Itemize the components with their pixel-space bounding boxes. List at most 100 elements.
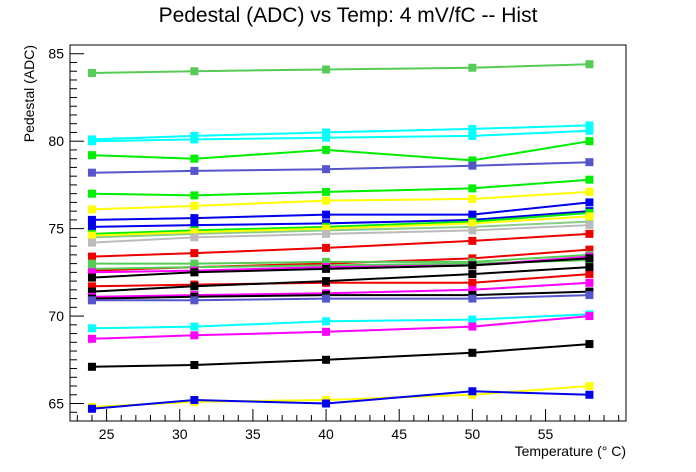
data-point — [87, 273, 96, 282]
x-tick-label: 25 — [99, 426, 115, 442]
chart-title: Pedestal (ADC) vs Temp: 4 mV/fC -- Hist — [158, 4, 538, 27]
series-27 — [87, 382, 594, 412]
series-3 — [87, 137, 594, 165]
data-point — [190, 67, 199, 76]
data-point — [585, 263, 594, 272]
x-tick-label: 55 — [538, 426, 554, 442]
data-point — [585, 254, 594, 263]
series-line — [91, 385, 590, 408]
series-0 — [87, 60, 594, 77]
data-point — [468, 210, 477, 219]
x-axis: 25 30 35 40 45 50 55 — [76, 409, 620, 442]
series-20 — [87, 263, 594, 296]
data-point — [468, 156, 477, 165]
data-point — [585, 121, 594, 130]
x-tick-label: 35 — [245, 426, 261, 442]
data-point — [87, 231, 96, 240]
data-point — [322, 133, 331, 142]
data-point — [585, 175, 594, 184]
y-tick-label: 75 — [48, 221, 64, 237]
series-24 — [87, 310, 594, 333]
data-point — [190, 361, 199, 370]
data-point — [87, 68, 96, 77]
series-6 — [87, 187, 594, 214]
data-point — [322, 65, 331, 74]
data-point — [468, 294, 477, 303]
series-28 — [87, 387, 594, 413]
series-2 — [87, 126, 594, 146]
data-point — [87, 362, 96, 371]
data-point — [190, 214, 199, 223]
data-point — [468, 63, 477, 72]
data-point — [322, 264, 331, 273]
series-line — [91, 161, 590, 174]
data-point — [87, 151, 96, 160]
series-13 — [87, 229, 594, 261]
data-point — [585, 229, 594, 238]
data-point — [585, 340, 594, 349]
data-point — [87, 252, 96, 261]
data-point — [190, 221, 199, 230]
data-point — [468, 348, 477, 357]
data-point — [322, 277, 331, 286]
data-point — [468, 278, 477, 287]
data-point — [322, 355, 331, 364]
series-7 — [87, 198, 594, 224]
x-tick-label: 30 — [172, 426, 188, 442]
data-point — [322, 327, 331, 336]
y-axis-label: Pedestal (ADC) — [21, 45, 37, 142]
data-point — [585, 60, 594, 69]
data-point — [468, 219, 477, 228]
data-point — [87, 404, 96, 413]
data-point — [87, 287, 96, 296]
data-point — [87, 205, 96, 214]
data-point — [87, 222, 96, 231]
data-point — [468, 184, 477, 193]
series-4 — [87, 158, 594, 177]
data-point — [322, 210, 331, 219]
data-point — [190, 322, 199, 331]
data-point — [468, 315, 477, 324]
data-point — [87, 168, 96, 177]
data-point — [190, 154, 199, 163]
data-point — [87, 324, 96, 333]
series-11 — [87, 212, 594, 240]
y-tick-label: 65 — [48, 396, 64, 412]
series-line — [91, 343, 590, 368]
series-25 — [87, 312, 594, 343]
data-point — [87, 137, 96, 146]
data-point — [585, 291, 594, 300]
series-12 — [87, 221, 594, 247]
data-point — [585, 221, 594, 230]
data-point — [585, 390, 594, 399]
data-point — [87, 282, 96, 291]
data-point — [322, 128, 331, 137]
data-point — [322, 187, 331, 196]
data-point — [585, 245, 594, 254]
series-line — [91, 63, 590, 74]
y-tick-label: 80 — [48, 133, 64, 149]
data-point — [585, 198, 594, 207]
x-axis-label: Temperature (° C) — [515, 443, 626, 459]
data-point — [190, 268, 199, 277]
data-point — [585, 382, 594, 391]
data-point — [468, 270, 477, 279]
data-point — [585, 278, 594, 287]
series-line — [91, 313, 590, 330]
data-point — [468, 194, 477, 203]
plot-frame — [69, 44, 627, 422]
data-point — [468, 124, 477, 133]
data-point — [585, 312, 594, 321]
data-point — [322, 196, 331, 205]
data-point — [190, 396, 199, 405]
data-point — [87, 268, 96, 277]
data-point — [87, 259, 96, 268]
data-point — [87, 238, 96, 247]
data-point — [322, 229, 331, 238]
data-point — [190, 331, 199, 340]
data-point — [322, 399, 331, 408]
data-point — [468, 387, 477, 396]
data-point — [585, 187, 594, 196]
data-point — [190, 191, 199, 200]
data-point — [585, 212, 594, 221]
